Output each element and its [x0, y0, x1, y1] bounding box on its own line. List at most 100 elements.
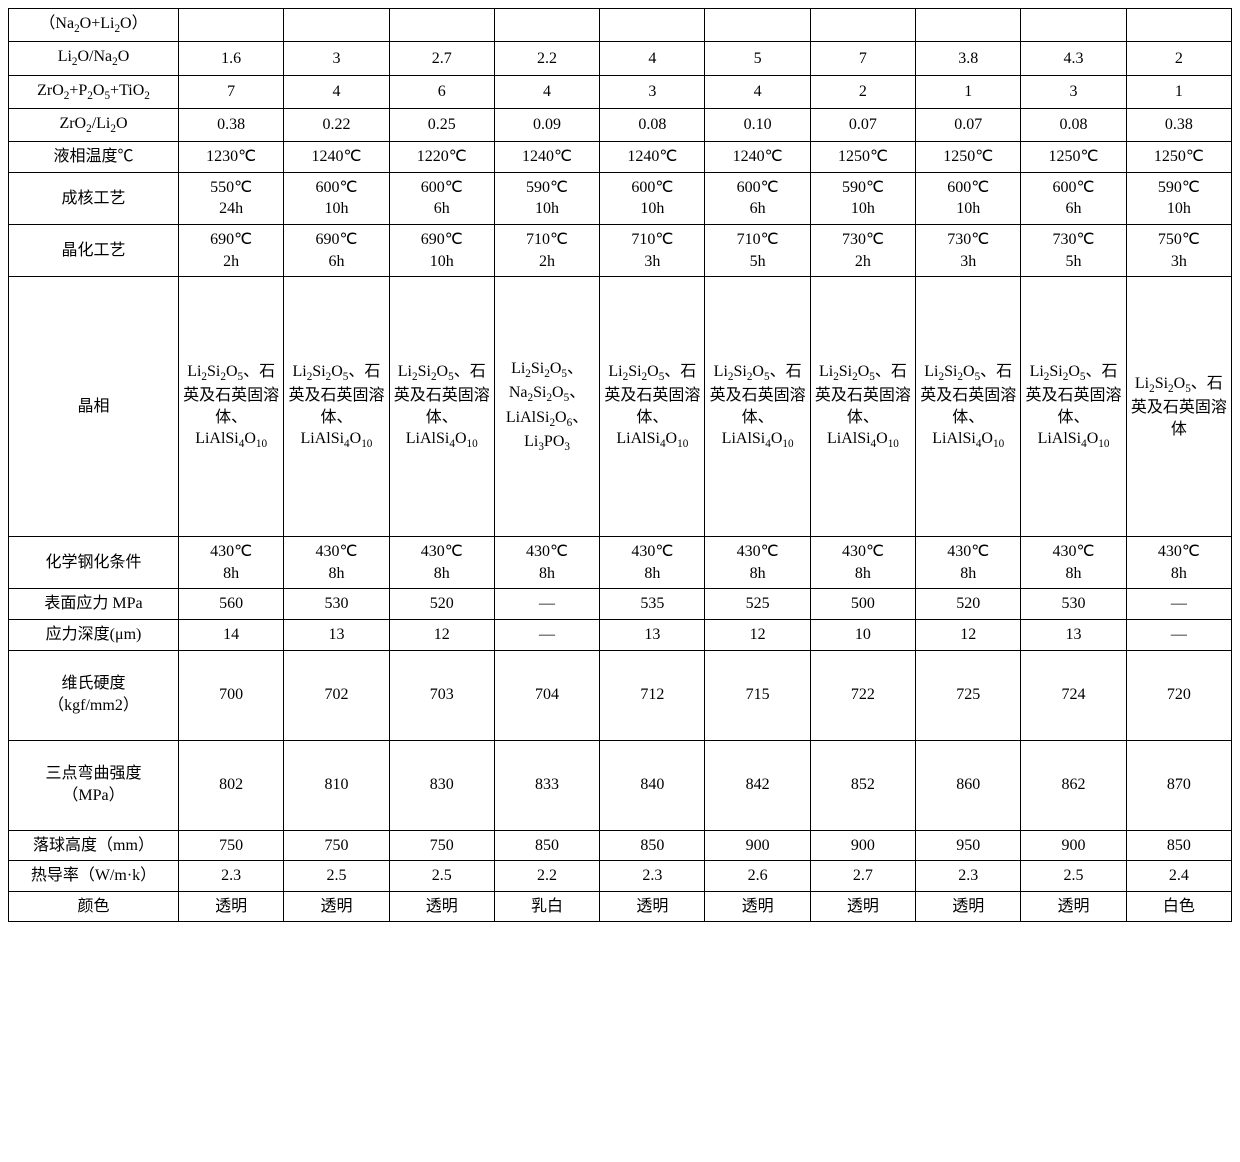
table-cell: 720 — [1126, 650, 1231, 740]
table-cell: 14 — [179, 619, 284, 650]
table-cell: 715 — [705, 650, 810, 740]
row-label: ZrO2/Li2O — [9, 108, 179, 141]
table-cell: 830 — [389, 740, 494, 830]
row-label: 晶相 — [9, 277, 179, 537]
table-cell: 700 — [179, 650, 284, 740]
table-cell: 710℃5h — [705, 224, 810, 276]
table-cell: 802 — [179, 740, 284, 830]
table-cell: 4 — [705, 75, 810, 108]
table-cell: 1250℃ — [810, 142, 915, 173]
table-cell: 850 — [1126, 830, 1231, 861]
table-row: 热导率（W/m·k）2.32.52.52.22.32.62.72.32.52.4 — [9, 861, 1232, 892]
table-cell: 430℃8h — [1126, 537, 1231, 589]
table-cell: 乳白 — [494, 891, 599, 922]
table-cell: 3 — [1021, 75, 1126, 108]
table-cell: 0.22 — [284, 108, 389, 141]
table-cell: 4 — [284, 75, 389, 108]
table-cell: 600℃10h — [600, 172, 705, 224]
table-cell: 0.38 — [1126, 108, 1231, 141]
table-cell: Li2Si2O5、石英及石英固溶体、LiAlSi4O10 — [284, 277, 389, 537]
table-cell: 870 — [1126, 740, 1231, 830]
table-cell: 1240℃ — [494, 142, 599, 173]
table-cell: 430℃8h — [705, 537, 810, 589]
table-cell: 730℃3h — [916, 224, 1021, 276]
table-cell: 2.4 — [1126, 861, 1231, 892]
table-cell: 透明 — [179, 891, 284, 922]
table-cell: 0.08 — [1021, 108, 1126, 141]
table-cell: — — [494, 619, 599, 650]
table-cell — [1021, 9, 1126, 42]
table-cell: 3 — [600, 75, 705, 108]
table-cell: 3 — [284, 42, 389, 75]
table-row: 液相温度℃1230℃1240℃1220℃1240℃1240℃1240℃1250℃… — [9, 142, 1232, 173]
table-cell: 1250℃ — [1021, 142, 1126, 173]
table-cell: 833 — [494, 740, 599, 830]
row-label: 颜色 — [9, 891, 179, 922]
table-cell: 2.7 — [389, 42, 494, 75]
table-row: 化学钢化条件430℃8h430℃8h430℃8h430℃8h430℃8h430℃… — [9, 537, 1232, 589]
table-cell — [600, 9, 705, 42]
properties-table: （Na2O+Li2O）Li2O/Na2O1.632.72.24573.84.32… — [8, 8, 1232, 922]
table-cell — [916, 9, 1021, 42]
table-cell: 1230℃ — [179, 142, 284, 173]
table-cell: 590℃10h — [494, 172, 599, 224]
table-cell: 透明 — [600, 891, 705, 922]
table-cell: 520 — [389, 589, 494, 620]
table-cell: 透明 — [389, 891, 494, 922]
table-cell: 730℃5h — [1021, 224, 1126, 276]
table-cell: 600℃6h — [389, 172, 494, 224]
table-cell: 2.3 — [916, 861, 1021, 892]
table-cell: 0.09 — [494, 108, 599, 141]
table-cell: — — [1126, 619, 1231, 650]
table-cell: 550℃24h — [179, 172, 284, 224]
table-cell: 900 — [810, 830, 915, 861]
table-cell: 4.3 — [1021, 42, 1126, 75]
row-label: 三点弯曲强度（MPa） — [9, 740, 179, 830]
table-cell: 535 — [600, 589, 705, 620]
table-cell: 702 — [284, 650, 389, 740]
table-cell: 810 — [284, 740, 389, 830]
table-cell: — — [494, 589, 599, 620]
table-cell: 透明 — [916, 891, 1021, 922]
row-label: 化学钢化条件 — [9, 537, 179, 589]
table-cell: 860 — [916, 740, 1021, 830]
table-cell: 600℃10h — [916, 172, 1021, 224]
table-cell: 850 — [600, 830, 705, 861]
row-label: （Na2O+Li2O） — [9, 9, 179, 42]
table-cell: 600℃10h — [284, 172, 389, 224]
table-cell: 724 — [1021, 650, 1126, 740]
table-cell: 12 — [916, 619, 1021, 650]
table-cell: 透明 — [705, 891, 810, 922]
table-row: 成核工艺550℃24h600℃10h600℃6h590℃10h600℃10h60… — [9, 172, 1232, 224]
table-cell: 透明 — [1021, 891, 1126, 922]
table-cell: 1250℃ — [1126, 142, 1231, 173]
table-cell: 950 — [916, 830, 1021, 861]
table-cell — [284, 9, 389, 42]
table-cell: — — [1126, 589, 1231, 620]
table-cell: 430℃8h — [494, 537, 599, 589]
table-cell: 2 — [810, 75, 915, 108]
table-cell: 750 — [389, 830, 494, 861]
table-row: 晶化工艺690℃2h690℃6h690℃10h710℃2h710℃3h710℃5… — [9, 224, 1232, 276]
table-row: 维氏硬度（kgf/mm2）700702703704712715722725724… — [9, 650, 1232, 740]
table-cell: 2.5 — [389, 861, 494, 892]
table-cell: 0.10 — [705, 108, 810, 141]
table-cell: 1 — [916, 75, 1021, 108]
row-label: 维氏硬度（kgf/mm2） — [9, 650, 179, 740]
table-cell: 530 — [1021, 589, 1126, 620]
table-row: 晶相Li2Si2O5、石英及石英固溶体、LiAlSi4O10Li2Si2O5、石… — [9, 277, 1232, 537]
table-cell: 430℃8h — [389, 537, 494, 589]
table-cell: 2.2 — [494, 42, 599, 75]
table-cell: 600℃6h — [1021, 172, 1126, 224]
table-cell: 520 — [916, 589, 1021, 620]
table-cell: 725 — [916, 650, 1021, 740]
row-label: 成核工艺 — [9, 172, 179, 224]
table-cell: 590℃10h — [810, 172, 915, 224]
table-cell: 0.08 — [600, 108, 705, 141]
table-cell: 690℃10h — [389, 224, 494, 276]
table-cell — [494, 9, 599, 42]
table-cell: Li2Si2O5、石英及石英固溶体、LiAlSi4O10 — [179, 277, 284, 537]
table-cell: 730℃2h — [810, 224, 915, 276]
table-cell: 600℃6h — [705, 172, 810, 224]
table-cell: 430℃8h — [284, 537, 389, 589]
